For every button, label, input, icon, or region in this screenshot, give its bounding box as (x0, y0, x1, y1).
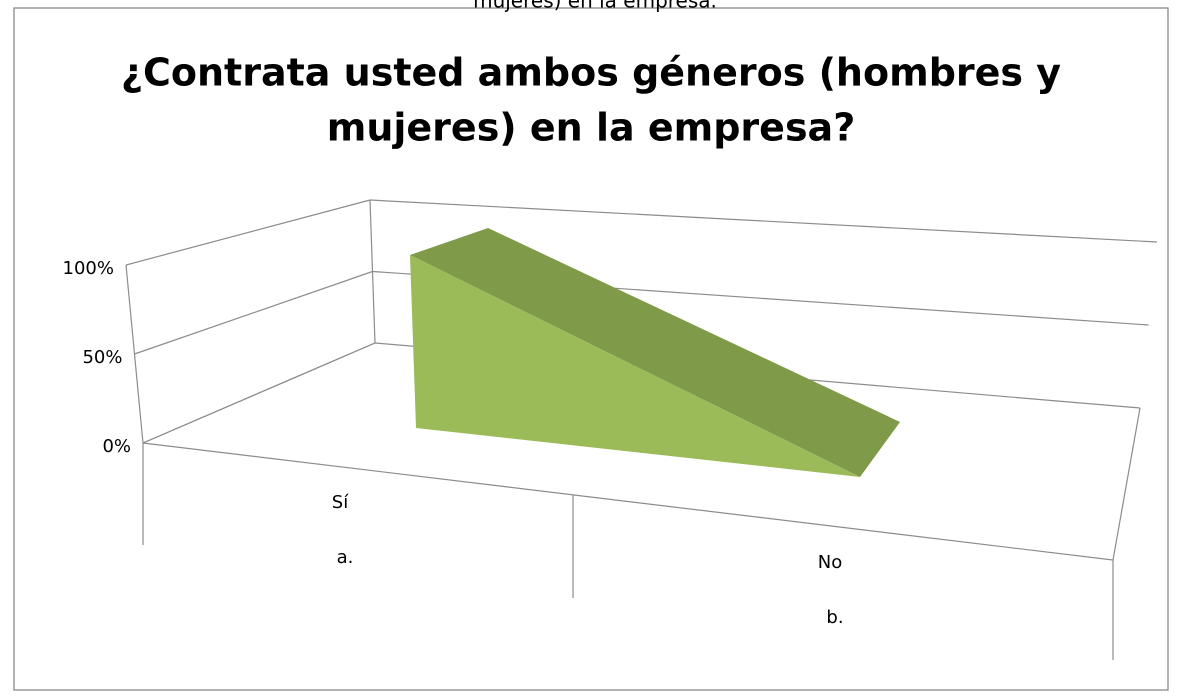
grid-line (134, 270, 373, 355)
area-top (410, 228, 900, 477)
area (410, 255, 860, 477)
x-group-label: b. (826, 607, 843, 628)
chart-title: mujeres) en la empresa? (327, 106, 856, 150)
x-tick-label: Sí (332, 492, 349, 513)
back-wall-edge (369, 199, 376, 344)
floor-right (1112, 407, 1141, 561)
grid-line (142, 342, 376, 444)
y-tick-label: 50% (82, 347, 122, 368)
grid-line (125, 199, 371, 266)
x-tick-label: No (818, 552, 842, 573)
grid-line (369, 199, 1158, 243)
y-tick-label: 100% (63, 258, 114, 279)
chart-frame (13, 7, 1169, 691)
floor-front (142, 442, 1114, 561)
chart-title: ¿Contrata usted ambos géneros (hombres y (121, 51, 1061, 95)
caption: mujeres) en la empresa. (473, 0, 717, 13)
y-tick-label: 0% (102, 436, 131, 457)
x-group-label: a. (337, 547, 354, 568)
